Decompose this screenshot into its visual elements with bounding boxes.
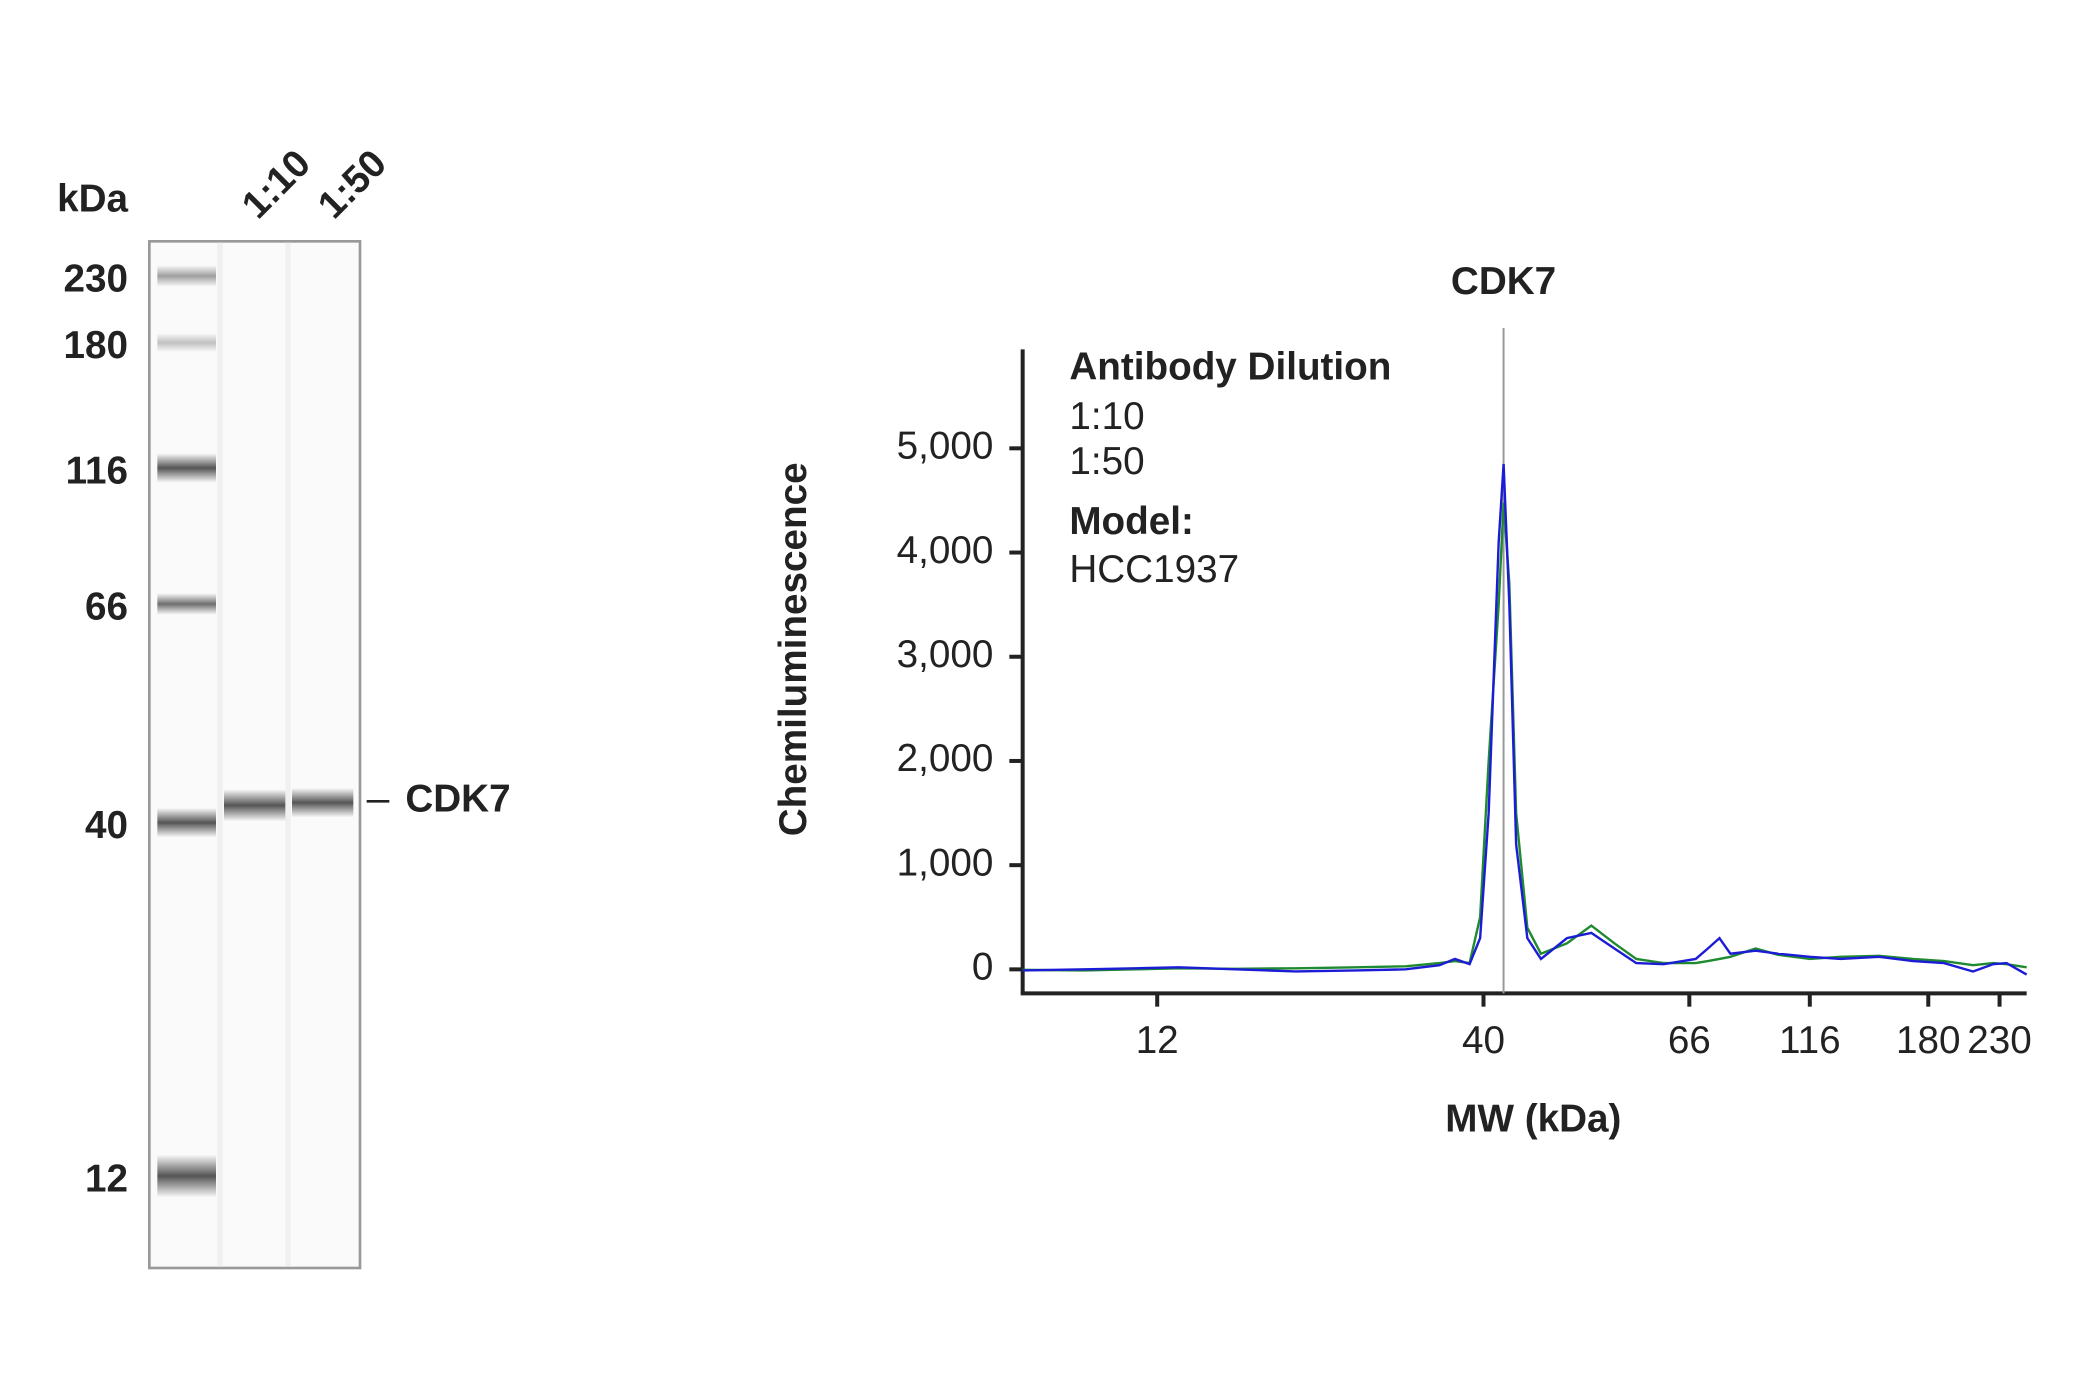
blot-frame <box>148 240 362 1270</box>
marker-label: 40 <box>85 804 128 847</box>
ladder-band <box>157 453 216 483</box>
x-axis-label: MW (kDa) <box>1445 1098 1621 1141</box>
marker-label: 66 <box>85 586 128 629</box>
y-tick-label: 1,000 <box>897 841 994 884</box>
y-tick-label: 5,000 <box>897 425 994 468</box>
ladder-band <box>157 265 216 287</box>
data-line <box>1022 502 2027 972</box>
x-tick-label: 66 <box>1668 1019 1711 1062</box>
x-tick-label: 40 <box>1462 1019 1505 1062</box>
lane-label: 1:10 <box>234 142 319 227</box>
ladder-band <box>157 808 216 838</box>
unit-label: kDa <box>57 178 128 221</box>
ladder-band <box>157 333 216 352</box>
annotation-title: Model: <box>1069 500 1194 543</box>
y-tick-label: 2,000 <box>897 737 994 780</box>
marker-label: 116 <box>66 450 128 493</box>
band-label: CDK7 <box>405 778 510 821</box>
data-line <box>1022 463 2028 976</box>
ladder-band <box>157 593 216 615</box>
y-tick-label: 0 <box>972 946 994 989</box>
chart-title: CDK7 <box>1451 260 1556 303</box>
sample-band <box>224 789 286 822</box>
x-tick-label: 116 <box>1779 1019 1841 1062</box>
legend-entry: 1:50 <box>1069 440 1144 483</box>
x-tick-label: 230 <box>1967 1019 2032 1062</box>
x-tick-label: 12 <box>1136 1019 1179 1062</box>
y-tick-label: 3,000 <box>897 633 994 676</box>
legend-title: Antibody Dilution <box>1069 346 1391 389</box>
legend-entry: 1:10 <box>1069 395 1144 438</box>
ladder-band <box>157 1154 216 1198</box>
annotation: HCC1937 <box>1069 548 1239 591</box>
marker-label: 12 <box>85 1158 128 1201</box>
y-axis-label: Chemiluminescence <box>772 462 815 836</box>
y-tick-label: 4,000 <box>897 529 994 572</box>
marker-label: 230 <box>64 258 129 301</box>
x-tick-label: 180 <box>1896 1019 1961 1062</box>
marker-label: 180 <box>64 324 129 367</box>
sample-band <box>292 788 354 818</box>
lane-label: 1:50 <box>310 142 395 227</box>
